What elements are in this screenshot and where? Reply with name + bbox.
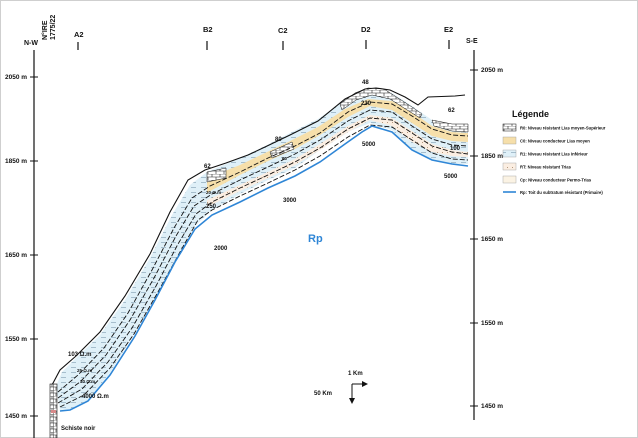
- left-label-1850: 1850 m: [5, 158, 27, 165]
- res-e2-5000: 5000: [444, 174, 458, 180]
- scale-horizontal-label: 1 Km: [348, 371, 363, 377]
- res-c2-top: 80: [275, 137, 282, 143]
- resistivity-labels: 103 Ω.m 25 Ω.m 30 Ω.m 4000 Ω.m 62 20 Ω.m…: [68, 80, 461, 400]
- left-label-1550: 1550 m: [5, 336, 27, 343]
- legend-label-rt: RT: Niveau résistant Trias: [520, 165, 572, 170]
- substratum-roof-line: [59, 125, 469, 412]
- station-e2-label: E2: [444, 25, 453, 34]
- scale-down-arrow-icon: [349, 398, 355, 404]
- borehole-label: N°IRE 1775/22: [41, 15, 57, 40]
- interface-4: [59, 124, 469, 408]
- stations: A2 B2 C2 D2 E2: [74, 25, 453, 50]
- legend-swatch-r1: [502, 149, 517, 158]
- interface-2: [57, 109, 469, 399]
- right-elevation-axis: 2050 m 1850 m 1650 m 1550 m 1450 m: [470, 50, 503, 420]
- legend-title: Légende: [512, 109, 549, 119]
- right-label-1550: 1550 m: [481, 320, 503, 327]
- res-d2-5000: 5000: [362, 142, 376, 148]
- legend-label-r1: R1: Niveau résistant Lias inférieur: [520, 152, 588, 157]
- right-label-1450: 1450 m: [481, 403, 503, 410]
- res-b2-250: 250: [206, 204, 217, 210]
- borehole-label-line1: N°IRE: [41, 20, 49, 40]
- substratum-label: Rp: [308, 233, 323, 245]
- direction-se-label: S-E: [466, 38, 478, 45]
- res-d2-230: 230: [361, 101, 372, 107]
- legend-label-cp: Cp: Niveau conducteur Permo-Trias: [520, 178, 592, 183]
- res-a2-bottom: 4000 Ω.m: [82, 394, 109, 400]
- station-c2-label: C2: [278, 26, 288, 35]
- layer-rt: [207, 115, 468, 207]
- left-label-1650: 1650 m: [5, 252, 27, 259]
- scale-right-arrow-icon: [362, 381, 368, 387]
- layer-r0-e2: [431, 119, 469, 133]
- direction-nw-label: N-W: [24, 40, 38, 47]
- topographic-surface: [51, 87, 466, 386]
- legend-swatch-rt: [502, 162, 517, 171]
- left-label-1450: 1450 m: [5, 413, 27, 420]
- interface-1: [57, 101, 469, 393]
- geological-layers: [49, 87, 469, 438]
- interface-3: [57, 117, 469, 404]
- bottom-lithology-label: Schiste noir: [61, 426, 96, 432]
- left-label-2050: 2050 m: [5, 74, 27, 81]
- legend-label-c0: C0: Niveau conducteur Lias moyen: [520, 139, 590, 144]
- res-e2-100: 100: [450, 146, 461, 152]
- borehole-column: [49, 383, 58, 438]
- legend-label-r0: R0: Niveau résistant Lias moyen-Supérieu…: [520, 126, 606, 131]
- scale-indicator: 1 Km 50 Km: [314, 371, 368, 404]
- right-label-1850: 1850 m: [481, 153, 503, 160]
- scale-vertical-label: 50 Km: [314, 391, 332, 397]
- res-b2-2000: 2000: [214, 246, 228, 252]
- borehole-label-line2: 1775/22: [50, 15, 57, 40]
- res-d2-top: 48: [362, 80, 369, 86]
- station-b2-label: B2: [203, 25, 213, 34]
- left-elevation-axis: 2050 m 1850 m 1650 m 1550 m 1450 m: [5, 50, 38, 438]
- station-d2-label: D2: [361, 25, 371, 34]
- legend: Légende R0: Niveau résistant Lias moyen-…: [502, 109, 606, 195]
- res-a2-top: 103 Ω.m: [68, 352, 92, 358]
- layer-r0-b2: [206, 167, 227, 183]
- res-b2-mid: 20 Ω.m: [206, 190, 221, 195]
- res-a2-mid1: 25 Ω.m: [77, 368, 92, 373]
- res-c2-3000: 3000: [283, 198, 297, 204]
- station-a2-label: A2: [74, 30, 84, 39]
- legend-swatch-r0: [502, 123, 517, 132]
- legend-label-rp: Rp: Toit du subtratum résistant (Primair…: [520, 190, 603, 195]
- right-label-2050: 2050 m: [481, 67, 503, 74]
- res-e2-62: 62: [448, 108, 455, 114]
- res-b2-top: 62: [204, 164, 211, 170]
- legend-swatch-c0: [502, 136, 517, 145]
- res-c2-mid: 60: [282, 156, 288, 161]
- layer-r1: [56, 90, 468, 410]
- right-label-1650: 1650 m: [481, 236, 503, 243]
- res-a2-mid2: 30 Ω.m: [80, 379, 95, 384]
- legend-swatch-cp: [502, 175, 517, 184]
- layer-c0: [207, 99, 468, 193]
